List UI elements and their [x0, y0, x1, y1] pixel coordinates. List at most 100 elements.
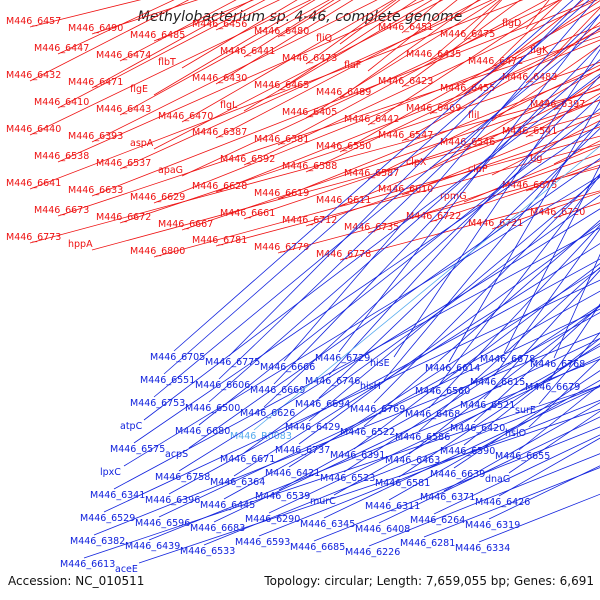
- gene-label: M446_6490: [68, 23, 123, 34]
- leader-line: [198, 108, 600, 426]
- leader-line: [93, 332, 600, 536]
- leader-line: [367, 0, 561, 126]
- gene-label: M446_6626: [240, 408, 295, 419]
- gene-label: M446_6423: [378, 76, 433, 87]
- gene-label: M446_6290: [245, 514, 300, 525]
- gene-label: M446_6475: [440, 29, 495, 40]
- gene-label: M446_6596: [135, 518, 190, 529]
- gene-label: hisE: [370, 358, 390, 369]
- leader-line: [181, 0, 394, 123]
- gene-label: M446_6737: [275, 445, 330, 456]
- gene-label: M446_6521: [460, 400, 515, 411]
- gene-label: M446_6778: [316, 249, 371, 260]
- leader-line: [153, 0, 444, 150]
- gene-label: M446_6538: [34, 151, 89, 162]
- leader-line: [277, 0, 548, 146]
- gene-label: M446_6613: [60, 559, 115, 570]
- gene-label: M446_6311: [365, 501, 420, 512]
- gene-label: M446_6371: [420, 492, 475, 503]
- gene-label: M446_6539: [255, 491, 310, 502]
- leader-line: [181, 0, 298, 69]
- leader-line: [113, 227, 600, 490]
- leader-line: [181, 88, 600, 231]
- gene-label: M446_6529: [80, 513, 135, 524]
- gene-label: M446_6341: [90, 490, 145, 501]
- gene-label: M446_6537: [96, 158, 151, 169]
- gene-label: M446_6443: [96, 104, 151, 115]
- gene-label: flgL: [220, 100, 238, 111]
- gene-label: M446_6610: [378, 184, 433, 195]
- gene-label: M446_6629: [130, 192, 185, 203]
- leader-line: [328, 75, 600, 376]
- gene-label: acpS: [165, 449, 188, 460]
- gene-label: M446_6581: [375, 478, 430, 489]
- gene-label: M446_6611: [316, 195, 371, 206]
- leader-line: [339, 0, 401, 45]
- leader-line: [243, 0, 598, 166]
- gene-label: flgK: [530, 45, 549, 56]
- leader-line: [401, 0, 521, 88]
- leader-line: [123, 175, 600, 467]
- accession-value: NC_010511: [75, 574, 145, 588]
- leader-line: [393, 48, 600, 358]
- gene-label: M446_6606: [195, 380, 250, 391]
- leader-line: [243, 194, 600, 454]
- genome-title: Methylobacterium sp. 4-46, complete geno…: [137, 9, 463, 25]
- gene-label: M446_6641: [6, 178, 61, 189]
- gene-label: M446_6779: [254, 242, 309, 253]
- gene-label: M446_6551: [140, 375, 195, 386]
- gene-label: M446_6669: [250, 385, 305, 396]
- leader-line: [29, 0, 524, 190]
- gene-label: M446_6753: [130, 398, 185, 409]
- leader-line: [288, 267, 600, 468]
- genome-stats: Topology: circular; Length: 7,659,055 bp…: [264, 574, 594, 588]
- leader-line: [353, 263, 600, 450]
- gene-label: M446_6442: [344, 114, 399, 125]
- gene-label: M446_6485: [130, 30, 185, 41]
- gene-label: M446_6489: [316, 87, 371, 98]
- gene-label: M446_6391: [330, 450, 385, 461]
- leader-line: [383, 120, 600, 381]
- leader-line: [233, 243, 600, 477]
- gene-label: M446_6546: [440, 137, 495, 148]
- gene-label: lpxC: [100, 467, 121, 478]
- leader-line: [119, 0, 237, 62]
- leader-line: [298, 222, 600, 445]
- gene-label: M446_6465: [254, 80, 309, 91]
- leader-line: [29, 89, 600, 244]
- gene-label: M446_6447: [34, 43, 89, 54]
- gene-label: M446_6474: [96, 50, 151, 61]
- leader-line: [438, 174, 600, 386]
- gene-label: M446_6439: [125, 541, 180, 552]
- gene-label: M446_6500: [185, 403, 240, 414]
- gene-label: M446_6522: [340, 427, 395, 438]
- gene-label: M446_6575: [110, 444, 165, 455]
- leader-line: [283, 0, 596, 362]
- gene-label: M446_6586: [395, 432, 450, 443]
- gene-label: M446_6226: [345, 547, 400, 558]
- leader-line: [418, 266, 600, 432]
- gene-label: M446_6429: [285, 422, 340, 433]
- gene-label: M446_6587: [344, 168, 399, 179]
- gene-label: apaG: [158, 165, 183, 176]
- gene-label: M446_6426: [475, 497, 530, 508]
- gene-label: M446_6678: [480, 354, 535, 365]
- leader-line: [91, 0, 378, 143]
- gene-label: M446_6705: [150, 352, 205, 363]
- gene-label: M446_6408: [355, 524, 410, 535]
- leader-line: [373, 173, 600, 404]
- gene-label: M446_6735: [344, 222, 399, 233]
- gene-label: M446_6729: [315, 353, 370, 364]
- gene-label: M446_6675: [502, 180, 557, 191]
- gene-label: M446_6590: [440, 446, 495, 457]
- gene-label: M446_6387: [192, 127, 247, 138]
- leader-line: [133, 123, 600, 444]
- leader-line: [181, 0, 561, 177]
- gene-label: M446_6440: [6, 124, 61, 135]
- gene-label: M446_6483: [502, 72, 557, 83]
- gene-label: M446_6397: [530, 99, 585, 110]
- leader-line: [91, 112, 600, 251]
- gene-label: M446_6639: [430, 469, 485, 480]
- leader-line: [153, 0, 316, 96]
